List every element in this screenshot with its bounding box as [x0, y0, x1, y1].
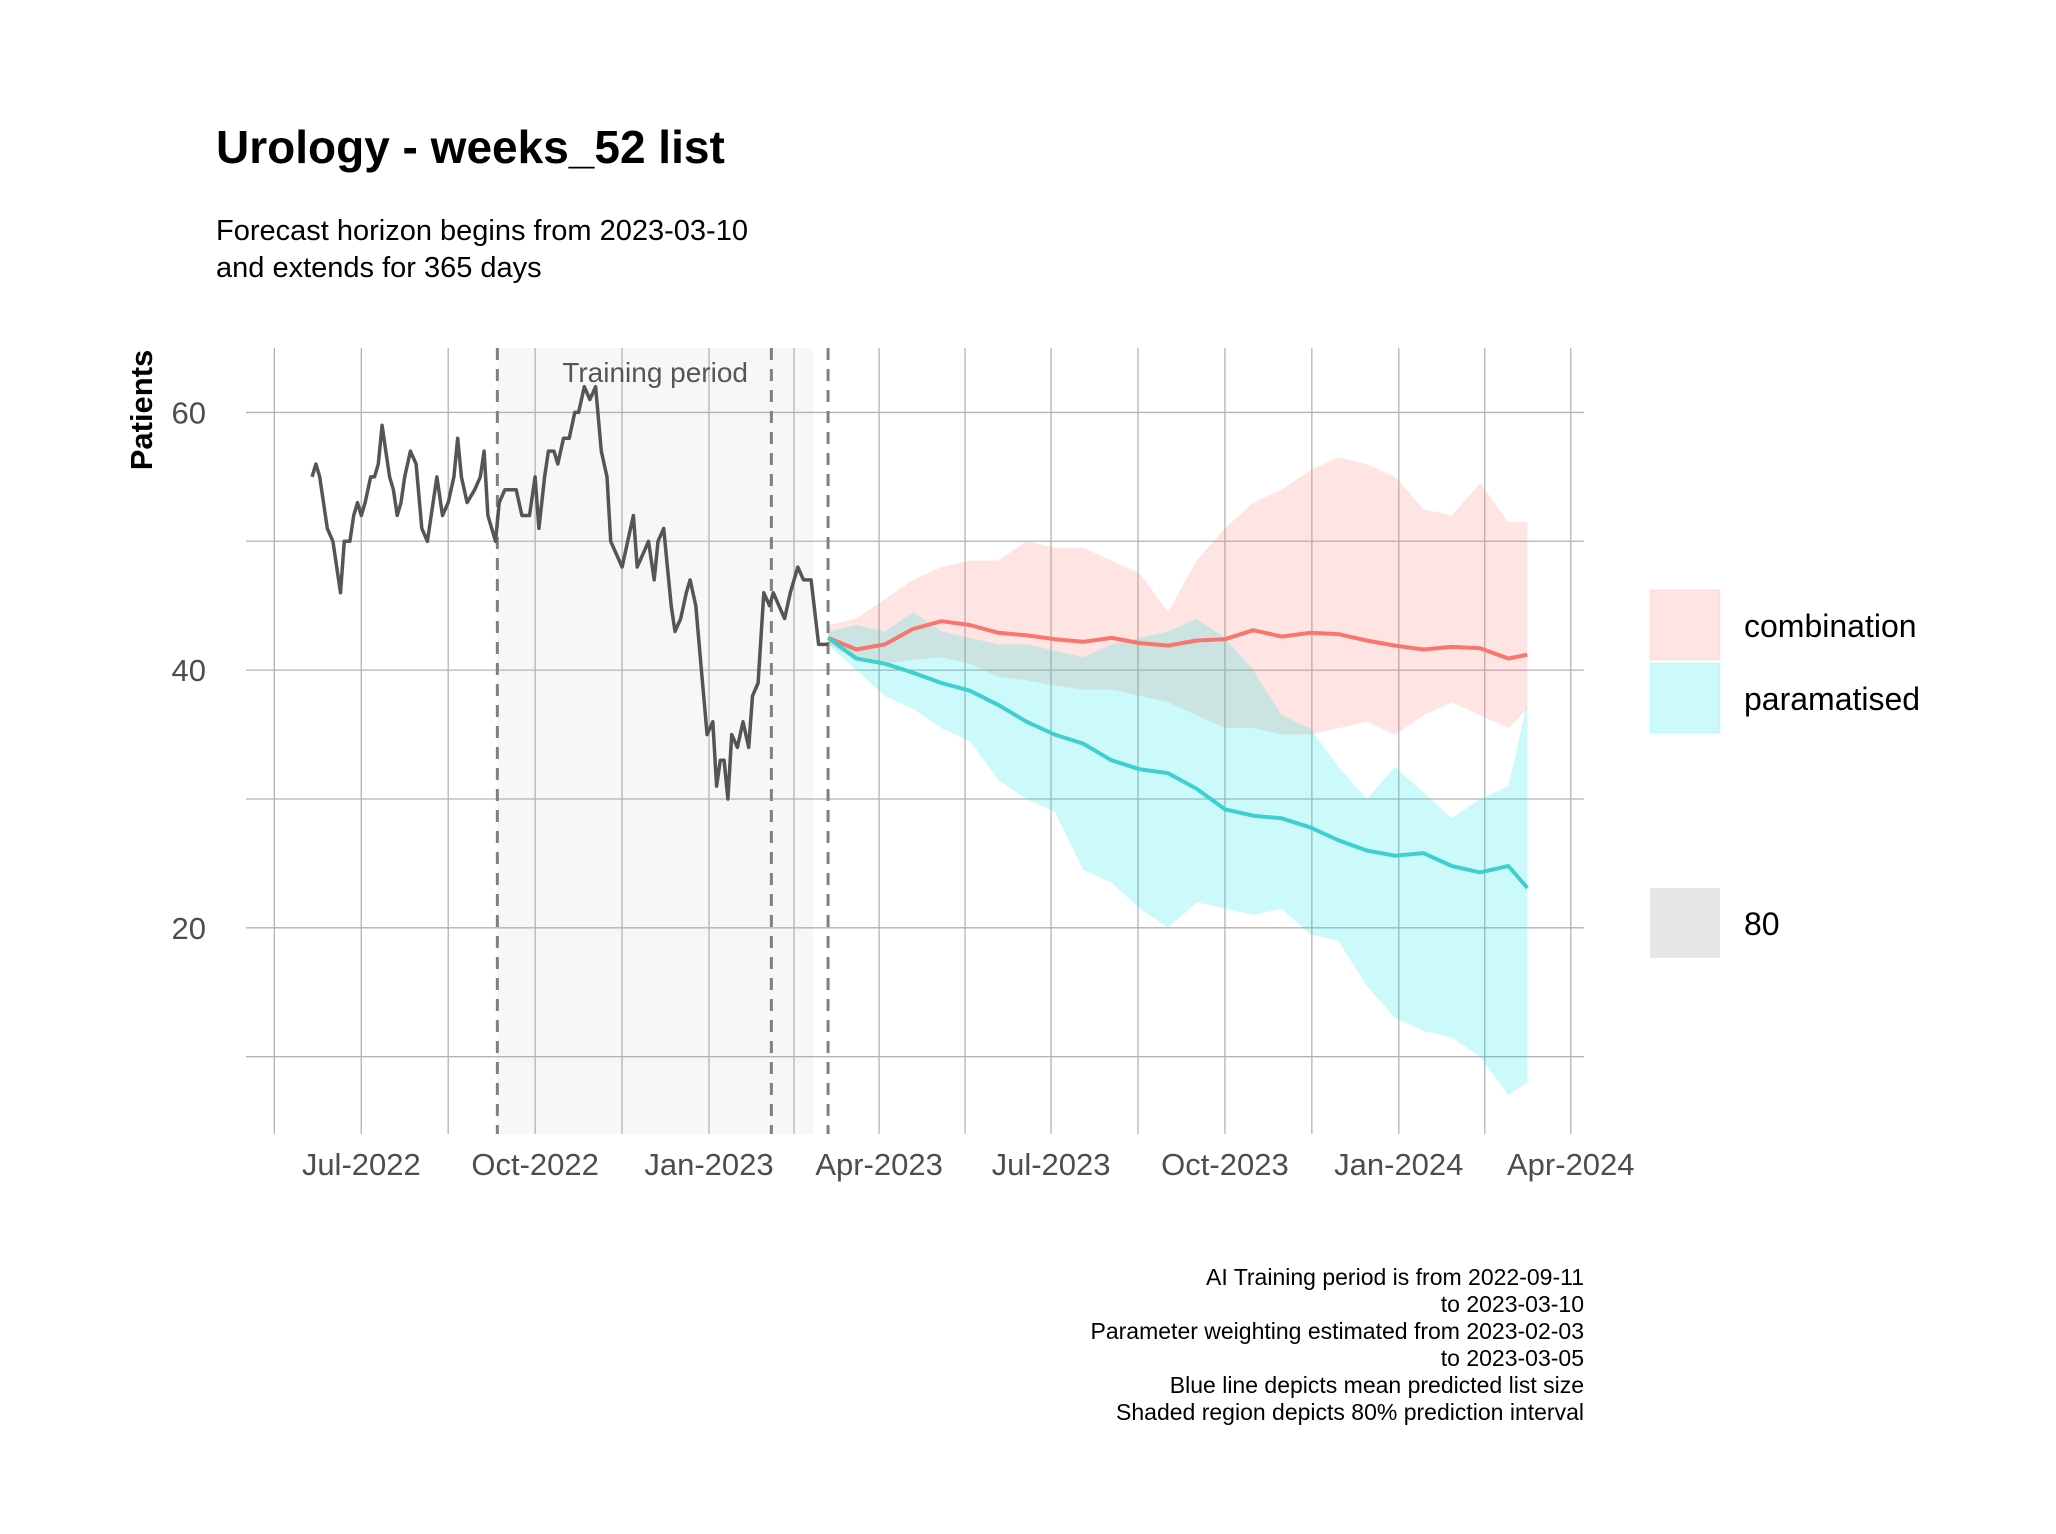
grid-lines [246, 348, 1584, 1134]
band-paramatised [828, 612, 1528, 1096]
history-line [310, 384, 829, 801]
chart-title: Urology - weeks_52 list [216, 121, 725, 173]
prediction-interval-bands [828, 457, 1528, 1096]
y-tick-label-20: 20 [172, 911, 206, 946]
caption-line-5: Blue line depicts mean predicted list si… [1170, 1372, 1584, 1398]
training-period-label: Training period [562, 357, 748, 388]
legend-key-80 [1650, 888, 1720, 958]
x-tick-label-Jan-2023: Jan-2023 [644, 1147, 773, 1182]
caption-line-1: AI Training period is from 2022-09-11 [1206, 1264, 1584, 1290]
y-axis-ticks: 20 40 60 [172, 395, 206, 945]
x-tick-label-Jul-2022: Jul-2022 [302, 1147, 421, 1182]
legend-label-combination: combination [1744, 608, 1917, 644]
x-axis-ticks: Jul-2022 Oct-2022 Jan-2023 Apr-2023 Jul-2023… [302, 1147, 1635, 1182]
line-paramatised [826, 636, 1529, 890]
legend: combination paramatised 80 [1649, 589, 1920, 958]
x-tick-label-Apr-2023: Apr-2023 [815, 1147, 943, 1182]
y-tick-label-40: 40 [172, 653, 206, 688]
x-tick-label-Jan-2024: Jan-2024 [1334, 1147, 1463, 1182]
band-combination [828, 457, 1528, 735]
caption: AI Training period is from 2022-09-11 to… [1091, 1264, 1584, 1425]
x-tick-label-Apr-2024: Apr-2024 [1507, 1147, 1635, 1182]
training-period-rect [497, 348, 813, 1134]
y-tick-label-60: 60 [172, 395, 206, 430]
line-combination [827, 619, 1528, 661]
caption-line-6: Shaded region depicts 80% prediction int… [1116, 1399, 1584, 1425]
training-period-region [497, 348, 813, 1134]
chart-subtitle-line-1: Forecast horizon begins from 2023-03-10 [216, 215, 748, 247]
caption-line-4: to 2023-03-05 [1441, 1345, 1584, 1371]
y-axis-label: Patients [124, 350, 159, 471]
legend-label-paramatised: paramatised [1744, 681, 1920, 717]
reference-lines [495, 348, 830, 1134]
series-lines [310, 384, 1529, 890]
legend-key-paramatised [1649, 662, 1721, 734]
caption-line-2: to 2023-03-10 [1441, 1291, 1584, 1317]
chart-subtitle-line-2: and extends for 365 days [216, 252, 542, 284]
x-tick-label-Oct-2022: Oct-2022 [471, 1147, 599, 1182]
legend-key-combination [1649, 589, 1721, 661]
x-tick-label-Jul-2023: Jul-2023 [992, 1147, 1111, 1182]
legend-label-80: 80 [1744, 906, 1780, 942]
caption-line-3: Parameter weighting estimated from 2023-… [1091, 1318, 1584, 1344]
x-tick-label-Oct-2023: Oct-2023 [1161, 1147, 1289, 1182]
